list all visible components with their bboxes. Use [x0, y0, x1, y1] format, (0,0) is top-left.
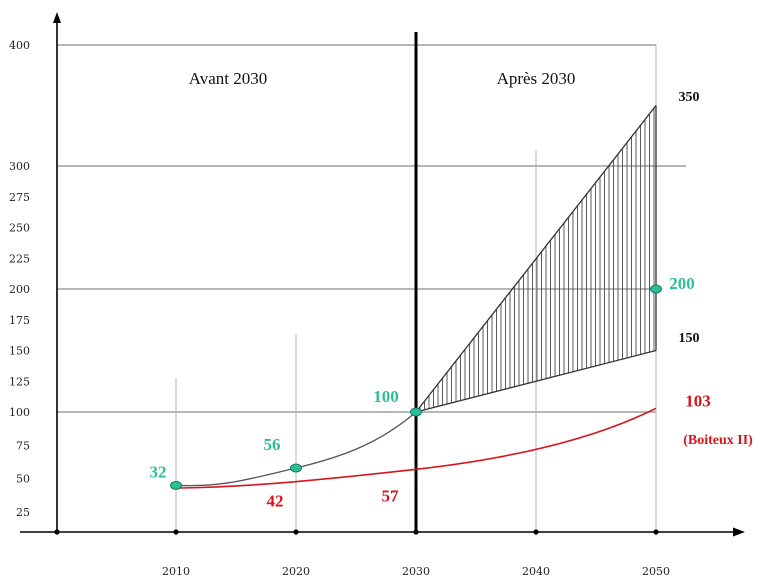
- red-data-label: 103: [685, 391, 711, 410]
- region-label-after: Après 2030: [497, 69, 576, 88]
- band-lower-edge: [415, 349, 657, 413]
- y-tick-label: 200: [9, 283, 30, 296]
- band-lower-label: 150: [679, 331, 700, 346]
- y-tick-label: 400: [9, 39, 30, 52]
- y-tick-label: 225: [9, 252, 30, 265]
- x-axis-dot: [173, 529, 179, 535]
- x-axis-dot: [413, 529, 419, 535]
- y-tick-label: 100: [9, 406, 30, 419]
- green-point: [650, 284, 662, 294]
- green-data-label: 200: [669, 274, 695, 293]
- x-axis-dot: [653, 529, 659, 535]
- x-tick-label: 2010: [162, 565, 190, 576]
- range-band: [415, 105, 657, 413]
- green-data-label: 100: [373, 387, 399, 406]
- y-axis-arrow: [53, 12, 61, 23]
- band-upper-label: 350: [679, 90, 700, 105]
- axes: [20, 12, 745, 537]
- y-tick-label: 175: [9, 314, 30, 327]
- y-tick-label: 300: [9, 160, 30, 173]
- x-tick-label: 2040: [522, 565, 550, 576]
- y-tick-label: 50: [16, 473, 30, 486]
- green-data-label: 32: [150, 462, 167, 481]
- red-series-name: (Boiteux II): [683, 433, 753, 448]
- curves: [170, 284, 662, 490]
- red-data-label: 57: [382, 486, 400, 505]
- y-tick-label: 275: [9, 191, 30, 204]
- x-axis-dot: [533, 529, 539, 535]
- x-tick-label: 2020: [282, 565, 310, 576]
- green-data-label: 56: [264, 435, 281, 454]
- y-tick-label: 125: [9, 375, 30, 388]
- x-tick-label: 2030: [402, 565, 430, 576]
- labels: 2010 2020 2030 2040 2050 25 50 75 100 125 150 175 20…: [9, 39, 753, 576]
- y-tick-label: 250: [9, 222, 30, 235]
- x-axis-dot: [54, 529, 60, 535]
- green-point: [410, 407, 422, 417]
- y-tick-label: 75: [16, 439, 30, 452]
- series-line-red: [179, 407, 657, 489]
- green-point: [290, 463, 302, 473]
- red-data-label: 42: [267, 492, 284, 511]
- x-tick-label: 2050: [642, 565, 670, 576]
- region-label-before: Avant 2030: [189, 69, 268, 88]
- y-tick-label: 150: [9, 345, 30, 358]
- x-axis-arrow: [733, 527, 745, 537]
- x-axis-dot: [293, 529, 299, 535]
- band-upper-edge: [415, 105, 657, 413]
- green-point: [170, 480, 182, 490]
- grid: [57, 44, 686, 532]
- y-tick-label: 25: [16, 506, 30, 519]
